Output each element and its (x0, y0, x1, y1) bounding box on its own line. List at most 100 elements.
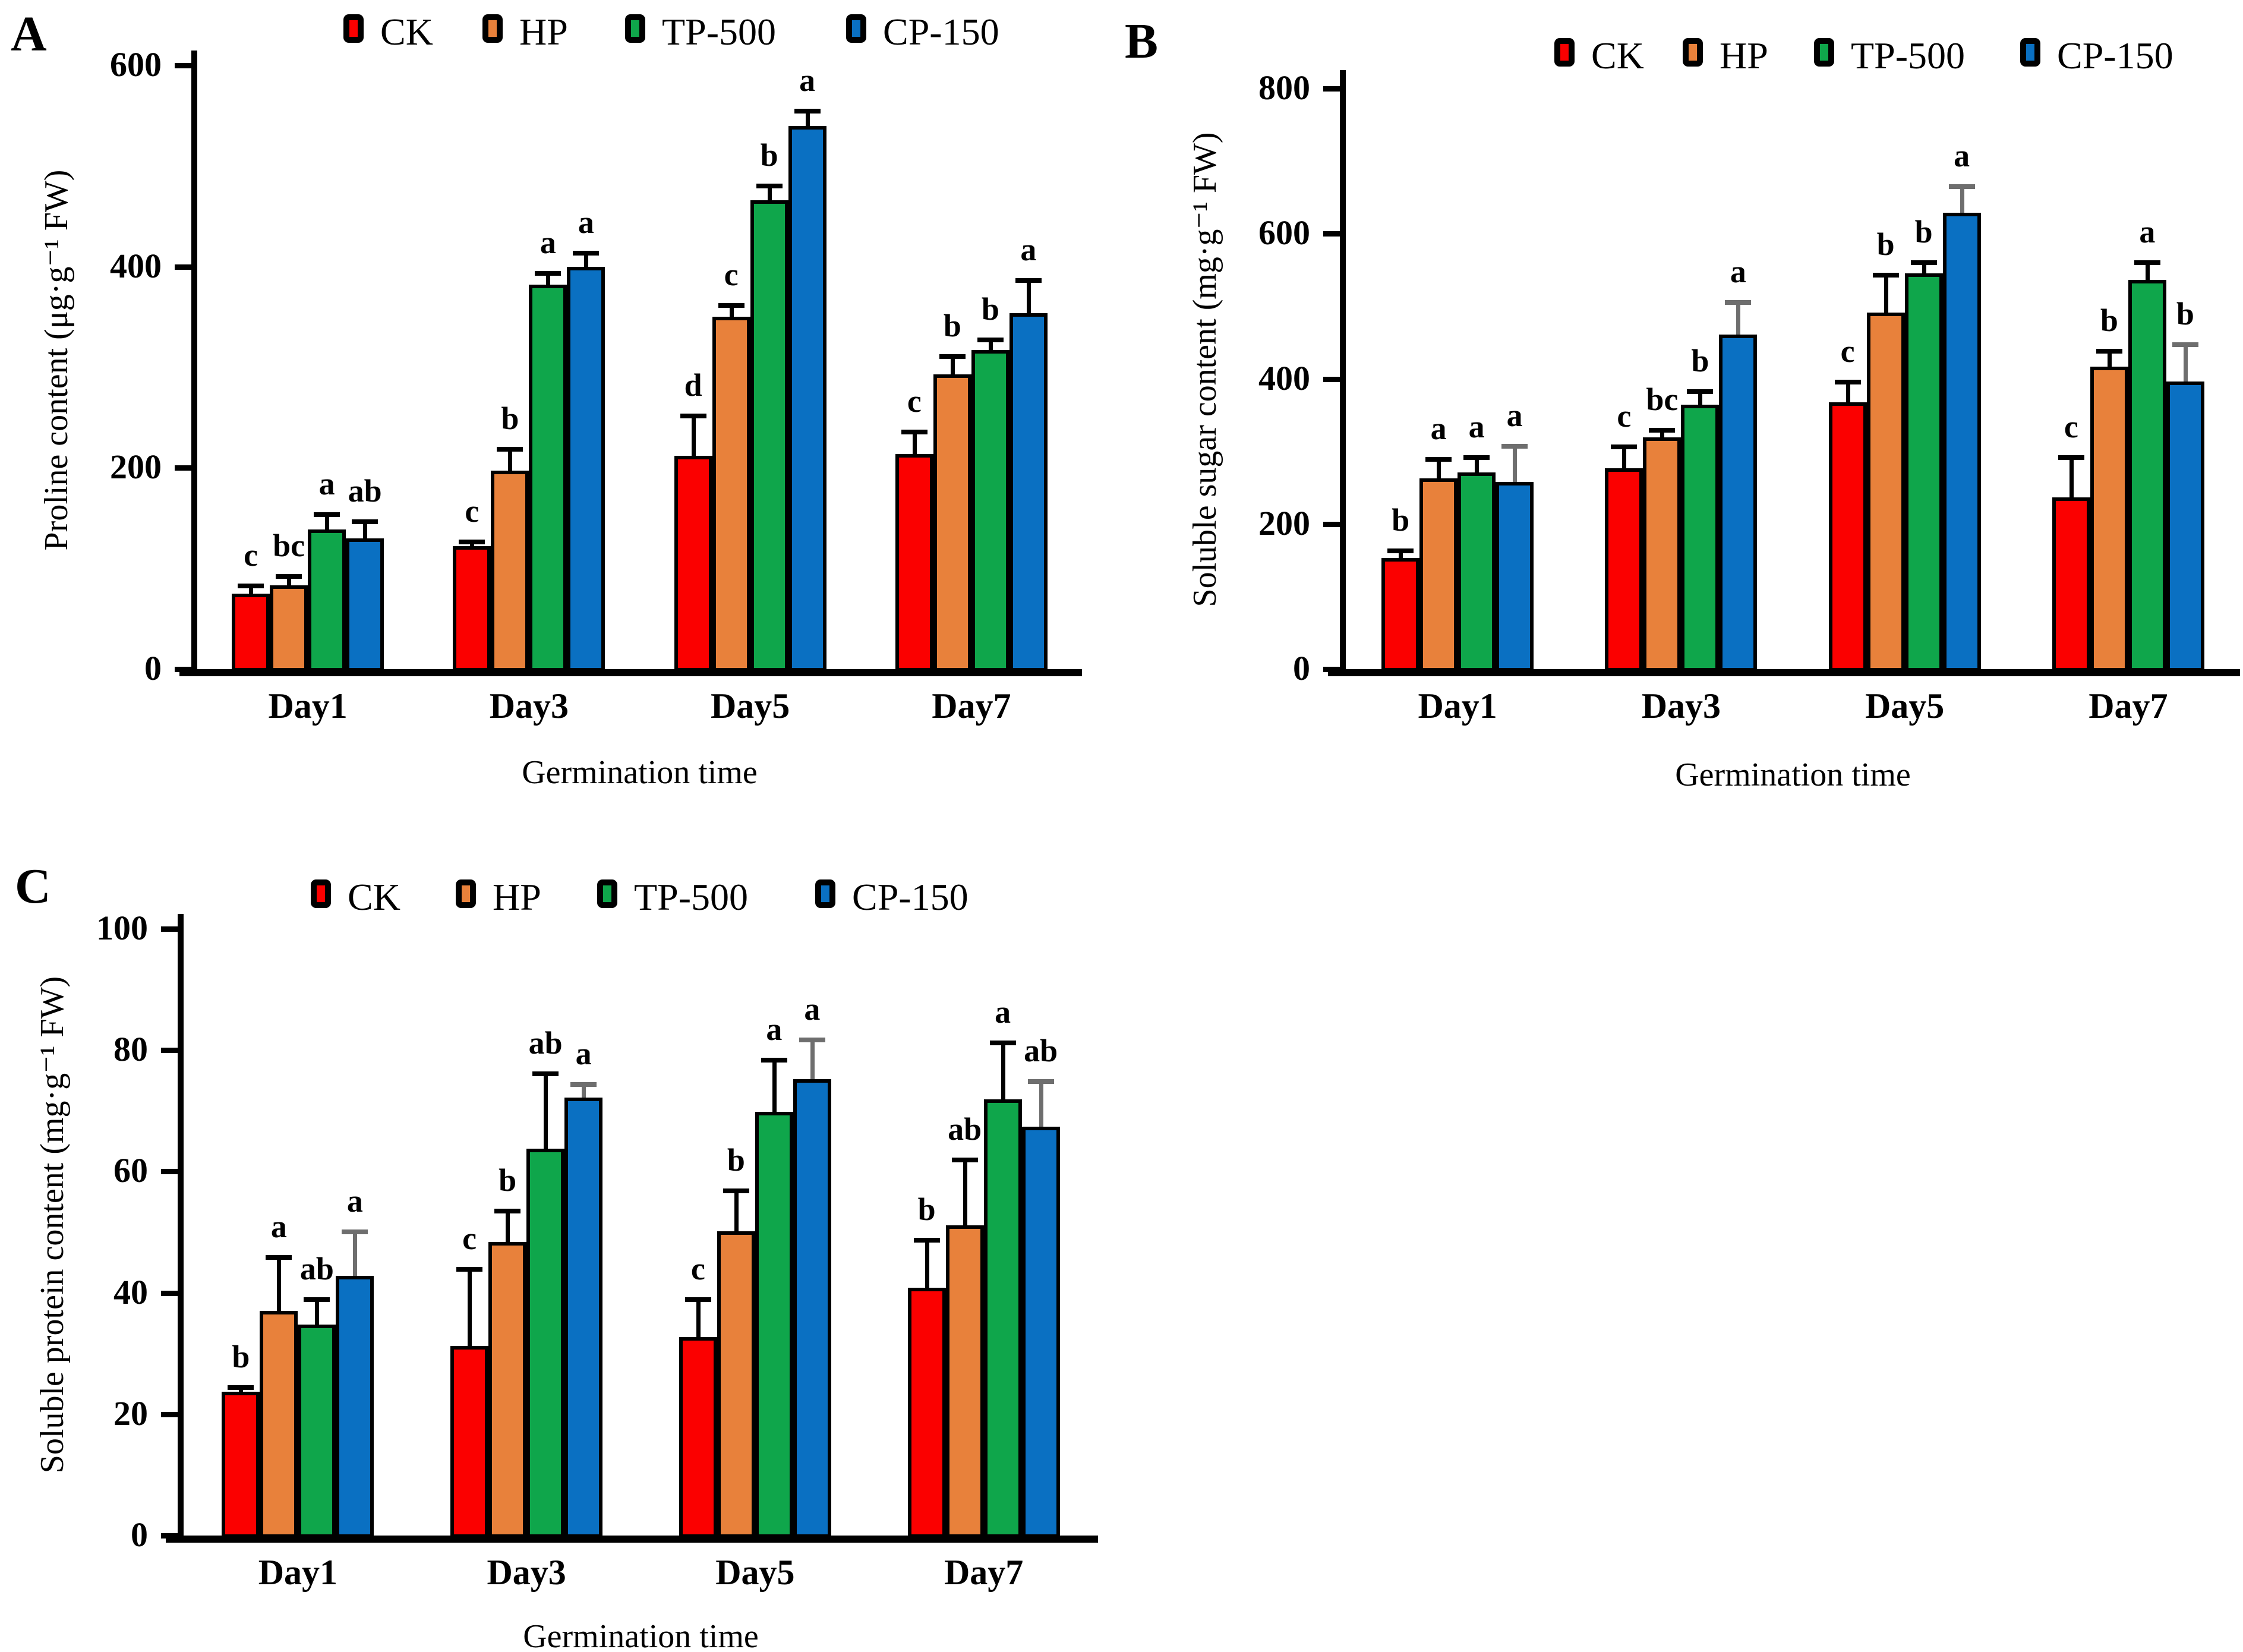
y-tick-label: 200 (110, 447, 162, 487)
y-tick-label: 600 (1258, 213, 1310, 253)
bar-TP-500-Day5 (755, 1112, 793, 1538)
bar-TP-500-Day3 (526, 1148, 565, 1538)
sig-letter-HP-Day5: b (1876, 226, 1895, 262)
legend-label-CP-150: CP-150 (852, 876, 969, 918)
error-bar-cap-TP-500-Day5 (1910, 260, 1937, 265)
error-bar-HP-Day1 (1437, 458, 1441, 478)
bar-HP-Day7 (2090, 366, 2128, 671)
error-bar-CP-150-Day5 (810, 1039, 815, 1080)
y-tick-label: 40 (113, 1272, 148, 1311)
error-bar-cap-CK-Day3 (456, 1266, 483, 1272)
error-bar-cap-CP-150-Day5 (799, 1037, 825, 1042)
bar-CK-Day7 (2052, 497, 2090, 671)
sig-letter-CP-150-Day3: a (575, 1036, 592, 1072)
error-bar-CK-Day5 (696, 1298, 701, 1338)
x-axis-line (1328, 669, 2240, 676)
bar-TP-500-Day5 (1904, 273, 1943, 671)
error-bar-CK-Day1 (249, 585, 254, 594)
error-bar-cap-HP-Day7 (2096, 348, 2122, 354)
sig-letter-TP-500-Day5: a (766, 1011, 783, 1047)
error-bar-cap-TP-500-Day1 (1463, 455, 1490, 461)
error-bar-CP-150-Day7 (2183, 343, 2188, 382)
bar-TP-500-Day7 (983, 1099, 1022, 1538)
legend-label-HP: HP (1720, 34, 1768, 77)
error-bar-cap-HP-Day5 (718, 303, 744, 308)
error-bar-cap-HP-Day1 (1425, 456, 1452, 462)
bar-HP-Day7 (945, 1225, 984, 1538)
sig-letter-TP-500-Day7: a (2139, 213, 2156, 250)
sig-letter-TP-500-Day3: ab (528, 1024, 563, 1061)
error-bar-cap-CK-Day3 (459, 539, 485, 544)
error-bar-HP-Day3 (506, 1210, 510, 1242)
y-tick-label: 200 (1258, 503, 1310, 543)
legend-swatch-HP (482, 14, 503, 43)
error-bar-HP-Day7 (963, 1159, 967, 1226)
bar-HP-Day5 (717, 1231, 755, 1538)
error-bar-cap-TP-500-Day5 (761, 1057, 787, 1063)
bar-CP-150-Day1 (1496, 481, 1534, 671)
sig-letter-TP-500-Day1: a (318, 466, 335, 502)
x-tick-label-Day7: Day7 (944, 1553, 1024, 1592)
error-bar-cap-CP-150-Day7 (1015, 278, 1042, 283)
error-bar-cap-CP-150-Day3 (570, 1082, 597, 1087)
sig-letter-CP-150-Day1: ab (348, 473, 382, 509)
y-axis-line (178, 914, 184, 1543)
error-bar-cap-CK-Day7 (913, 1237, 940, 1243)
sig-letter-TP-500-Day1: ab (299, 1250, 334, 1287)
error-bar-CK-Day3 (468, 1268, 472, 1347)
sig-letter-CK-Day7: b (917, 1191, 936, 1227)
bar-CP-150-Day5 (1942, 212, 1981, 671)
bar-CP-150-Day3 (1719, 335, 1758, 671)
error-bar-cap-HP-Day5 (1872, 272, 1899, 278)
bar-CK-Day5 (679, 1337, 717, 1538)
error-bar-CP-150-Day1 (353, 1231, 358, 1276)
error-bar-CK-Day7 (925, 1239, 929, 1288)
y-tick-mark (175, 63, 191, 68)
bar-TP-500-Day3 (1681, 405, 1720, 671)
error-bar-HP-Day1 (287, 575, 292, 586)
legend-swatch-HP (1683, 38, 1703, 67)
y-axis-line (1340, 70, 1346, 676)
error-bar-CK-Day7 (2069, 457, 2074, 497)
legend-label-CK: CK (380, 11, 433, 53)
y-tick-mark (1323, 86, 1340, 92)
bar-HP-Day3 (1643, 437, 1682, 671)
y-tick-label: 600 (110, 45, 162, 84)
x-tick-label-Day1: Day1 (1418, 686, 1497, 726)
sig-letter-HP-Day1: a (1430, 410, 1447, 446)
legend-label-CK: CK (348, 876, 400, 918)
error-bar-CP-150-Day3 (1736, 302, 1741, 335)
sig-letter-CK-Day1: c (244, 537, 258, 573)
sig-letter-CP-150-Day7: b (2176, 295, 2194, 332)
sig-letter-CK-Day3: c (465, 493, 479, 529)
error-bar-cap-TP-500-Day1 (304, 1297, 330, 1302)
x-axis-title: Germination time (523, 1618, 759, 1652)
error-bar-CP-150-Day5 (805, 111, 810, 126)
error-bar-CP-150-Day7 (1039, 1081, 1043, 1127)
bar-CP-150-Day5 (793, 1079, 831, 1538)
y-tick-label: 0 (144, 649, 162, 688)
bar-CK-Day7 (907, 1288, 946, 1538)
error-bar-cap-TP-500-Day3 (1687, 389, 1714, 395)
bar-CK-Day1 (232, 594, 270, 671)
error-bar-cap-HP-Day1 (276, 573, 302, 579)
bar-HP-Day5 (1866, 313, 1905, 671)
x-tick-label-Day1: Day1 (258, 1553, 338, 1592)
bar-TP-500-Day1 (298, 1324, 336, 1538)
sig-letter-CK-Day3: c (462, 1220, 477, 1256)
x-tick-label-Day1: Day1 (268, 686, 348, 726)
error-bar-TP-500-Day5 (772, 1059, 777, 1112)
error-bar-cap-TP-500-Day1 (314, 512, 340, 518)
error-bar-cap-TP-500-Day3 (532, 1071, 559, 1076)
error-bar-cap-CP-150-Day1 (352, 519, 378, 525)
error-bar-cap-TP-500-Day7 (977, 337, 1004, 342)
error-bar-TP-500-Day7 (988, 339, 993, 351)
error-bar-CK-Day1 (1399, 550, 1403, 559)
error-bar-cap-TP-500-Day3 (535, 270, 561, 276)
bar-CP-150-Day7 (1021, 1126, 1060, 1538)
error-bar-cap-HP-Day5 (723, 1188, 749, 1194)
x-axis-line (166, 1536, 1098, 1543)
error-bar-TP-500-Day3 (546, 272, 551, 285)
